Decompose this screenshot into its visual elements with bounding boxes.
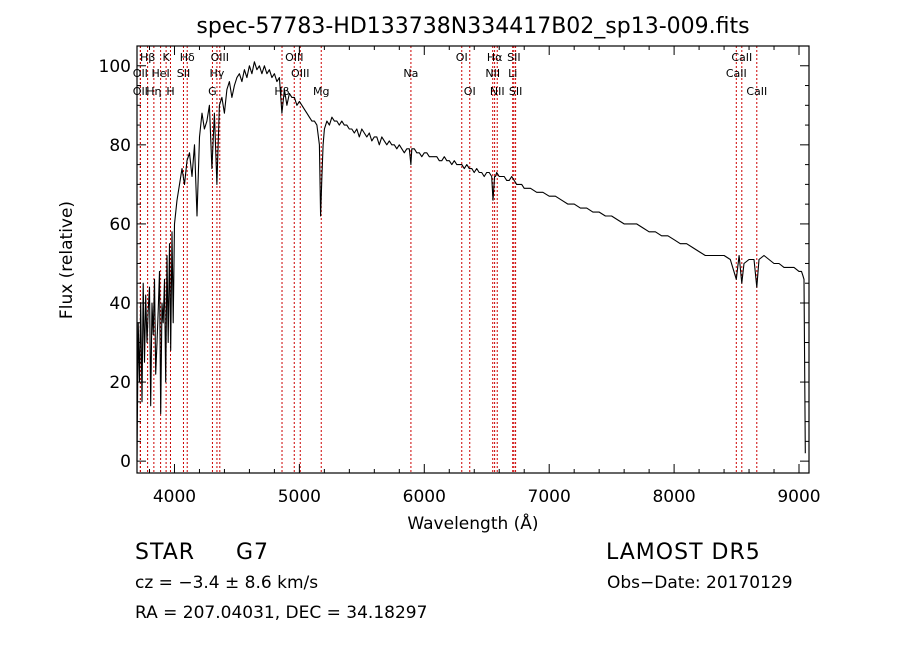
coordinates-readout: RA = 207.04031, DEC = 34.18297 bbox=[135, 603, 428, 623]
line-markers bbox=[139, 46, 758, 473]
line-marker-label-24: SII bbox=[509, 85, 522, 98]
line-marker-label-27: CaII bbox=[746, 85, 767, 98]
observation-date: Obs−Date: 20170129 bbox=[607, 573, 793, 593]
line-marker-label-26: CaII bbox=[726, 67, 747, 80]
line-marker-label-12: OIII bbox=[285, 51, 303, 64]
x-tick-label-5: 9000 bbox=[777, 487, 820, 507]
line-marker-label-16: Na bbox=[403, 67, 418, 80]
line-marker-label-11: G bbox=[208, 85, 217, 98]
line-marker-label-1: K bbox=[162, 51, 170, 64]
y-tick-label-0: 0 bbox=[120, 452, 131, 472]
y-tick-label-1: 20 bbox=[109, 373, 131, 393]
y-tick-label-5: 100 bbox=[99, 57, 131, 77]
line-marker-label-3: OII bbox=[133, 67, 148, 80]
x-tick-label-3: 7000 bbox=[528, 487, 571, 507]
line-marker-label-2: Hδ bbox=[180, 51, 195, 64]
line-marker-label-10: Hγ bbox=[210, 67, 225, 80]
survey-name: LAMOST DR5 bbox=[606, 540, 761, 565]
x-axis: 4000 5000 6000 7000 8000 9000 bbox=[148, 46, 821, 507]
x-axis-label: Wavelength (Å) bbox=[407, 512, 538, 534]
line-marker-label-25: CaII bbox=[731, 51, 752, 64]
object-subclass: G7 bbox=[236, 540, 270, 565]
line-marker-label-23: NII bbox=[490, 85, 505, 98]
line-marker-label-21: NII bbox=[485, 67, 500, 80]
y-tick-label-3: 60 bbox=[109, 215, 131, 235]
line-marker-label-0: Hβ bbox=[140, 51, 155, 64]
y-axis-label: Flux (relative) bbox=[57, 201, 77, 319]
line-marker-label-18: OI bbox=[464, 85, 476, 98]
spectrum-line bbox=[136, 61, 806, 462]
y-tick-label-2: 40 bbox=[109, 294, 131, 314]
line-marker-label-9: OIII bbox=[211, 51, 229, 64]
y-axis: 0 20 40 60 80 100 bbox=[99, 57, 809, 472]
x-tick-label-1: 5000 bbox=[278, 487, 321, 507]
line-marker-label-5: SII bbox=[177, 67, 190, 80]
line-marker-label-13: OIII bbox=[291, 67, 309, 80]
line-marker-label-15: Mg bbox=[313, 85, 329, 98]
line-marker-label-8: H bbox=[166, 85, 174, 98]
x-tick-label-4: 8000 bbox=[652, 487, 695, 507]
velocity-readout: cz = −3.4 ± 8.6 km/s bbox=[135, 573, 319, 593]
line-marker-label-19: Hα bbox=[487, 51, 503, 64]
plot-frame bbox=[136, 45, 810, 474]
x-tick-label-0: 4000 bbox=[153, 487, 196, 507]
object-class: STAR bbox=[135, 540, 196, 565]
line-marker-label-17: OI bbox=[456, 51, 468, 64]
line-marker-label-4: HeI bbox=[151, 67, 169, 80]
line-marker-label-7: Hη bbox=[146, 85, 161, 98]
line-marker-label-14: Hβ bbox=[274, 85, 289, 98]
line-marker-label-22: Li bbox=[508, 67, 517, 80]
line-marker-label-20: SII bbox=[507, 51, 520, 64]
y-tick-label-4: 80 bbox=[109, 136, 131, 156]
x-tick-label-2: 6000 bbox=[403, 487, 446, 507]
chart-title: spec-57783-HD133738N334417B02_sp13-009.f… bbox=[196, 14, 749, 39]
